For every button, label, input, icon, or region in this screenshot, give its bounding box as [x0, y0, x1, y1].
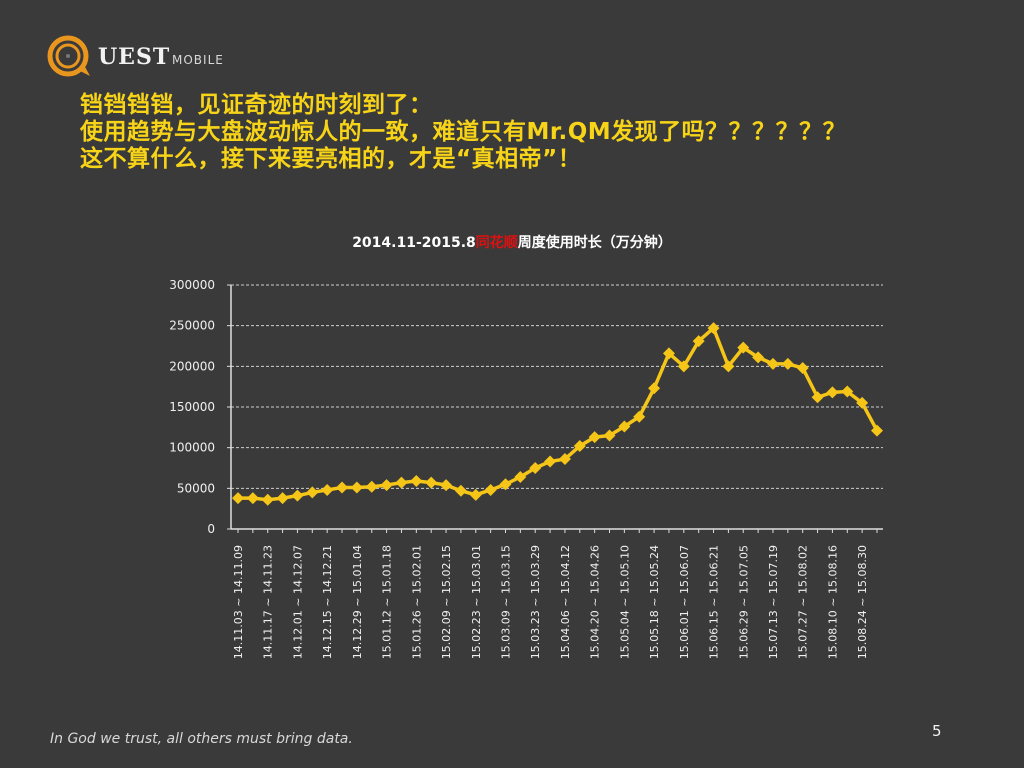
footer-quote: In God we trust, all others must bring d… — [50, 731, 353, 747]
x-tick-label: 15.04.06 ~ 15.04.12 — [559, 545, 572, 659]
data-point — [633, 410, 646, 423]
data-point — [499, 478, 512, 491]
chart-title-prefix: 2014.11-2015.8 — [352, 235, 476, 251]
data-point — [826, 386, 839, 399]
x-tick-label: 15.02.09 ~ 15.02.15 — [440, 545, 453, 659]
y-tick-label: 0 — [207, 522, 215, 536]
x-tick-label: 15.07.27 ~ 15.08.02 — [797, 545, 810, 659]
data-point — [529, 462, 542, 474]
page-number: 5 — [932, 722, 942, 740]
data-point — [380, 479, 393, 492]
data-point — [336, 481, 349, 494]
data-point — [648, 382, 661, 395]
data-point — [766, 357, 779, 370]
x-tick-label: 14.11.17 ~ 14.11.23 — [262, 545, 275, 659]
data-point — [440, 479, 453, 492]
data-point — [722, 360, 735, 373]
data-point — [350, 481, 363, 494]
data-point — [752, 351, 765, 364]
data-point — [425, 476, 438, 489]
headline-line-2: 使用趋势与大盘波动惊人的一致，难道只有Mr.QM发现了吗？？？？？？ — [80, 119, 847, 145]
logo-sub: MOBILE — [172, 53, 224, 67]
x-tick-label: 14.11.03 ~ 14.11.09 — [232, 545, 245, 659]
x-tick-label: 15.03.23 ~ 15.03.29 — [529, 545, 542, 659]
data-point — [484, 483, 497, 496]
data-point — [469, 488, 482, 501]
data-point — [291, 489, 304, 502]
data-point — [662, 347, 675, 360]
x-tick-label: 15.04.20 ~ 15.04.26 — [589, 545, 602, 659]
y-tick-label: 300000 — [169, 278, 215, 292]
data-point — [454, 484, 467, 497]
data-point — [707, 322, 720, 335]
x-tick-label: 15.06.15 ~ 15.06.21 — [708, 545, 721, 659]
x-tick-label: 14.12.29 ~ 15.01.04 — [351, 545, 364, 659]
y-tick-label: 50000 — [177, 481, 215, 495]
headline: 铛铛铛铛，见证奇迹的时刻到了： 使用趋势与大盘波动惊人的一致，难道只有Mr.QM… — [80, 92, 846, 173]
data-point — [677, 360, 690, 373]
logo-ring-icon — [47, 35, 90, 77]
x-tick-label: 15.08.10 ~ 15.08.16 — [826, 545, 839, 659]
data-point — [306, 486, 319, 499]
data-point — [588, 431, 601, 444]
data-point — [395, 476, 408, 489]
x-tick-label: 15.07.13 ~ 15.07.19 — [767, 545, 780, 659]
logo-brand: UEST — [98, 44, 171, 70]
x-tick-label: 15.06.29 ~ 15.07.05 — [737, 545, 750, 659]
data-point — [856, 396, 869, 409]
y-tick-label: 250000 — [169, 319, 215, 333]
data-point — [261, 493, 274, 506]
chart-title-suffix: 周度使用时长（万分钟） — [517, 235, 672, 251]
y-tick-label: 200000 — [169, 359, 215, 373]
headline-line-3: 这不算什么，接下来要亮相的，才是“真相帝”！ — [80, 146, 582, 172]
data-point — [410, 475, 423, 488]
data-point — [246, 492, 259, 505]
data-point — [603, 429, 616, 442]
x-tick-label: 15.05.18 ~ 15.05.24 — [648, 545, 661, 659]
headline-line-1: 铛铛铛铛，见证奇迹的时刻到了： — [80, 92, 433, 118]
data-point — [232, 492, 244, 505]
x-tick-label: 15.08.24 ~ 15.08.30 — [856, 545, 869, 659]
data-point — [573, 440, 586, 453]
series-line — [238, 326, 879, 502]
questmobile-logo — [44, 34, 244, 78]
data-point — [618, 420, 631, 433]
y-tick-label: 150000 — [169, 400, 215, 414]
data-point — [514, 470, 527, 483]
data-point — [544, 455, 557, 468]
data-point — [692, 335, 705, 348]
x-tick-label: 14.12.15 ~ 14.12.21 — [321, 545, 334, 659]
x-tick-label: 15.05.04 ~ 15.05.10 — [618, 545, 631, 659]
data-point — [365, 480, 378, 493]
y-tick-label: 100000 — [169, 441, 215, 455]
data-point — [841, 385, 854, 398]
data-point — [321, 483, 334, 496]
chart-title: 2014.11-2015.8同花顺周度使用时长（万分钟） — [0, 232, 1024, 252]
data-point — [558, 453, 571, 466]
data-point — [871, 424, 883, 437]
x-tick-label: 14.12.01 ~ 14.12.07 — [291, 545, 304, 659]
data-point — [276, 492, 289, 505]
data-point — [737, 341, 750, 354]
x-tick-label: 15.01.12 ~ 15.01.18 — [381, 545, 394, 659]
data-point — [811, 391, 824, 404]
x-tick-label: 15.01.26 ~ 15.02.01 — [410, 545, 423, 659]
data-point — [796, 361, 809, 374]
data-point — [781, 357, 794, 370]
x-tick-label: 15.03.09 ~ 15.03.15 — [499, 545, 512, 659]
chart-title-highlight: 同花顺 — [475, 235, 518, 251]
x-tick-label: 15.02.23 ~ 15.03.01 — [470, 545, 483, 659]
x-tick-label: 15.06.01 ~ 15.06.07 — [678, 545, 691, 659]
